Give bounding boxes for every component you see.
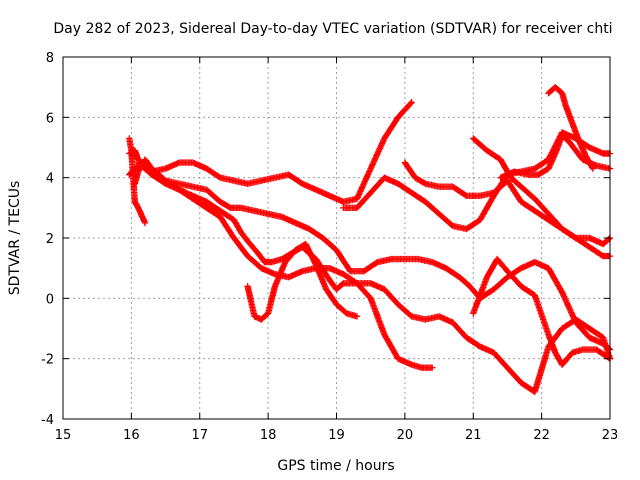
y-tick-label: 4 [46, 172, 54, 187]
x-tick-label: 18 [260, 428, 277, 443]
series-track-6 [244, 240, 361, 323]
x-axis-label: GPS time / hours [277, 458, 394, 474]
data-series [126, 84, 614, 396]
chart-title: Day 282 of 2023, Sidereal Day-to-day VTE… [53, 21, 612, 37]
series-track-12 [545, 84, 597, 172]
x-tick-label: 19 [328, 428, 345, 443]
x-tick-label: 21 [465, 428, 482, 443]
x-tick-label: 20 [397, 428, 414, 443]
y-tick-label: 8 [46, 51, 54, 66]
grid [63, 57, 610, 419]
y-tick-label: 2 [46, 232, 54, 247]
y-tick-label: -4 [41, 413, 54, 428]
series-track-3 [135, 159, 614, 396]
x-tick-label: 22 [533, 428, 550, 443]
x-tick-label: 23 [602, 428, 619, 443]
y-tick-label: -2 [41, 353, 54, 368]
series-track-4 [126, 135, 149, 227]
x-tick-label: 15 [55, 428, 72, 443]
y-tick-label: 0 [46, 292, 54, 307]
series-track-10 [470, 255, 614, 368]
x-axis-ticks: 15 16 17 18 19 20 21 22 23 [55, 57, 619, 443]
series-track-1 [126, 99, 415, 205]
y-axis-label: SDTVAR / TECUs [7, 181, 23, 296]
y-axis-ticks: -4 -2 0 2 4 6 8 [41, 51, 610, 428]
series-track-9 [470, 135, 614, 248]
x-tick-label: 16 [123, 428, 140, 443]
y-tick-label: 6 [46, 111, 54, 126]
x-tick-label: 17 [191, 428, 208, 443]
